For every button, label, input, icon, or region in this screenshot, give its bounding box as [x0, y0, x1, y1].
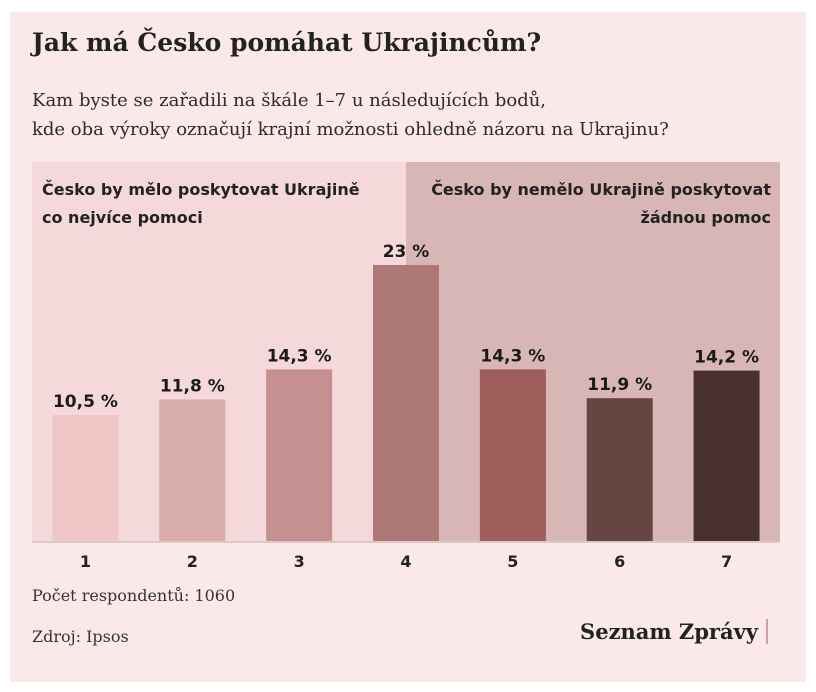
right-pole-label: Česko by nemělo Ukrajině poskytovat — [431, 180, 771, 199]
bar-value-label: 11,9 % — [587, 375, 652, 395]
left-pole-label: co nejvíce pomoci — [42, 208, 203, 227]
x-tick-label: 1 — [80, 552, 91, 571]
chart-subtitle: Kam byste se zařadili na škále 1–7 u nás… — [32, 86, 782, 144]
subtitle-line-2: kde oba výroky označují krajní možnosti … — [32, 119, 669, 140]
x-tick-label: 7 — [721, 552, 732, 571]
subtitle-line-1: Kam byste se zařadili na škále 1–7 u nás… — [32, 90, 547, 111]
bar — [159, 399, 226, 541]
bar-value-label: 14,3 % — [480, 346, 545, 366]
bar — [479, 369, 546, 541]
bar — [586, 398, 653, 541]
bar-value-label: 10,5 % — [53, 392, 118, 412]
brand-logo: Seznam Zprávy — [580, 619, 768, 644]
x-tick-label: 6 — [614, 552, 625, 571]
x-tick-label: 3 — [294, 552, 305, 571]
bar-value-label: 14,2 % — [694, 348, 759, 368]
x-tick-label: 2 — [187, 552, 198, 571]
chart-title: Jak má Česko pomáhat Ukrajincům? — [32, 28, 542, 57]
source-note: Zdroj: Ipsos — [32, 627, 129, 646]
bar-value-label: 23 % — [383, 242, 430, 262]
respondents-note: Počet respondentů: 1060 — [32, 586, 236, 605]
x-tick-label: 5 — [507, 552, 518, 571]
right-pole-label: žádnou pomoc — [641, 208, 772, 227]
bar — [52, 415, 119, 541]
x-tick-label: 4 — [400, 552, 411, 571]
left-pole-label: Česko by mělo poskytovat Ukrajině — [42, 180, 360, 199]
bar — [693, 370, 760, 541]
bar-value-label: 11,8 % — [160, 376, 225, 396]
bar-value-label: 14,3 % — [267, 346, 332, 366]
bar — [266, 369, 333, 541]
bar — [373, 265, 439, 541]
